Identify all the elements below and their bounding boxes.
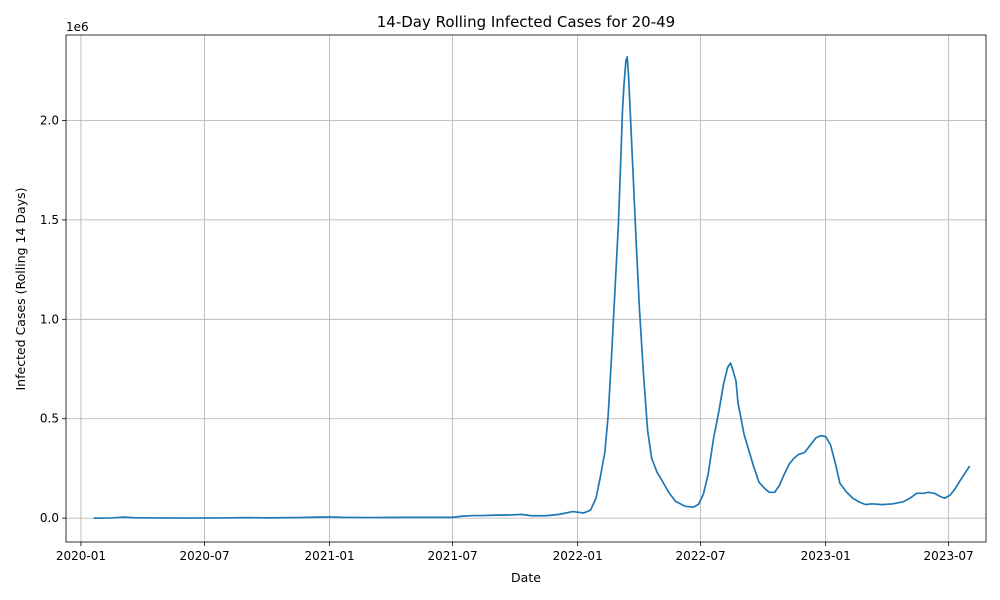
x-tick-label: 2020-01 <box>56 549 106 563</box>
y-tick-label: 1.0 <box>40 312 59 326</box>
chart-title: 14-Day Rolling Infected Cases for 20-49 <box>377 13 675 31</box>
grid-lines <box>66 35 986 542</box>
x-axis-label: Date <box>511 570 541 585</box>
x-tick-label: 2021-01 <box>305 549 355 563</box>
y-axis-label: Infected Cases (Rolling 14 Days) <box>13 188 28 391</box>
x-tick-label: 2020-07 <box>180 549 230 563</box>
x-axis-ticks: 2020-01 2020-07 2021-01 2021-07 2022-01 2022-… <box>56 542 974 563</box>
x-tick-label: 2021-07 <box>428 549 478 563</box>
y-tick-label: 0.5 <box>40 412 59 426</box>
y-tick-label: 0.0 <box>40 511 59 525</box>
plot-frame <box>65 34 987 543</box>
series-line <box>93 56 971 519</box>
y-axis-ticks: 0.0 0.5 1.0 1.5 2.0 <box>40 113 66 525</box>
y-offset-label: 1e6 <box>66 20 89 34</box>
series-layer <box>93 56 971 519</box>
y-tick-label: 1.5 <box>40 213 59 227</box>
x-tick-label: 2023-01 <box>801 549 851 563</box>
x-tick-label: 2022-07 <box>676 549 726 563</box>
x-tick-label: 2023-07 <box>924 549 974 563</box>
y-tick-label: 2.0 <box>40 113 59 127</box>
x-tick-label: 2022-01 <box>553 549 603 563</box>
